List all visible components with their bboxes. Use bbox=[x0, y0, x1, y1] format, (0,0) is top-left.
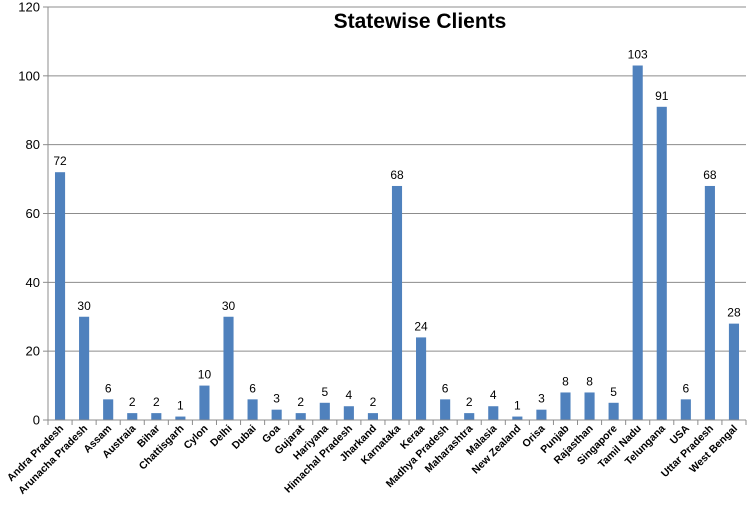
data-label: 68 bbox=[703, 168, 717, 182]
bar bbox=[464, 413, 475, 420]
bar bbox=[127, 413, 138, 420]
bar bbox=[416, 337, 427, 420]
bar bbox=[560, 392, 571, 420]
bar bbox=[440, 399, 451, 420]
data-label: 2 bbox=[466, 395, 473, 409]
bar bbox=[103, 399, 114, 420]
y-tick-labels: 0 20 40 60 80 100 120 bbox=[18, 0, 40, 428]
bar bbox=[536, 409, 547, 420]
bar bbox=[175, 416, 186, 420]
bar bbox=[271, 409, 282, 420]
data-label: 6 bbox=[442, 381, 449, 395]
data-label: 1 bbox=[177, 399, 184, 413]
y-tick-label: 120 bbox=[18, 0, 40, 15]
data-label: 4 bbox=[490, 388, 497, 402]
bar bbox=[512, 416, 523, 420]
bar bbox=[151, 413, 162, 420]
data-label: 3 bbox=[538, 392, 545, 406]
bar bbox=[704, 185, 715, 420]
y-tick-label: 40 bbox=[26, 275, 40, 290]
data-label: 2 bbox=[370, 395, 377, 409]
data-label: 8 bbox=[586, 374, 593, 388]
bar bbox=[54, 172, 66, 420]
bar bbox=[656, 106, 667, 420]
data-label: 1 bbox=[514, 399, 521, 413]
y-tick-label: 60 bbox=[26, 206, 40, 221]
data-label: 8 bbox=[562, 374, 569, 388]
data-label: 30 bbox=[77, 299, 91, 313]
bar bbox=[608, 402, 619, 420]
bar bbox=[319, 402, 330, 420]
data-label: 5 bbox=[321, 385, 328, 399]
data-label: 6 bbox=[105, 381, 112, 395]
data-label: 28 bbox=[727, 306, 741, 320]
data-label: 4 bbox=[346, 388, 353, 402]
bar bbox=[680, 399, 691, 420]
bar bbox=[391, 185, 403, 420]
data-label: 10 bbox=[198, 368, 212, 382]
bars bbox=[54, 65, 740, 420]
data-label: 24 bbox=[414, 319, 428, 333]
bar bbox=[247, 399, 258, 420]
bar bbox=[343, 406, 354, 420]
data-label: 3 bbox=[273, 392, 280, 406]
bar bbox=[79, 316, 90, 420]
data-label: 2 bbox=[153, 395, 160, 409]
data-label: 91 bbox=[655, 89, 669, 103]
data-label: 103 bbox=[628, 48, 648, 62]
bar bbox=[728, 323, 740, 420]
y-tick-label: 0 bbox=[33, 413, 40, 428]
bar bbox=[199, 385, 210, 420]
y-tick-label: 80 bbox=[26, 137, 40, 152]
bar bbox=[584, 392, 595, 420]
bar bbox=[295, 413, 306, 420]
data-label: 72 bbox=[53, 154, 67, 168]
chart-title: Statewise Clients bbox=[334, 10, 507, 33]
y-tick-label: 20 bbox=[26, 344, 40, 359]
bar bbox=[488, 406, 499, 420]
data-label: 2 bbox=[129, 395, 136, 409]
data-label: 30 bbox=[222, 299, 236, 313]
data-label: 6 bbox=[249, 381, 256, 395]
y-tick-label: 100 bbox=[18, 68, 40, 83]
bar bbox=[367, 413, 378, 420]
data-label: 5 bbox=[610, 385, 617, 399]
bar bbox=[223, 316, 234, 420]
bar bbox=[632, 65, 643, 420]
data-label: 2 bbox=[297, 395, 304, 409]
data-label: 6 bbox=[682, 381, 689, 395]
data-label: 68 bbox=[390, 168, 404, 182]
axes bbox=[47, 7, 747, 425]
